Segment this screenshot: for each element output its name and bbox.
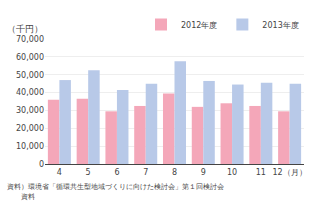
svg-text:6: 6: [114, 168, 119, 177]
svg-text:40,000: 40,000: [16, 88, 44, 97]
svg-text:20,000: 20,000: [16, 124, 44, 133]
svg-text:10,000: 10,000: [16, 142, 44, 151]
svg-text:資料: 資料: [7, 193, 35, 201]
svg-text:2013年度: 2013年度: [262, 21, 298, 30]
svg-text:8: 8: [172, 168, 177, 177]
svg-text:12（月）: 12（月）: [273, 168, 307, 177]
svg-text:2012年度: 2012年度: [181, 21, 217, 30]
svg-text:0: 0: [39, 160, 44, 169]
svg-text:60,000: 60,000: [16, 53, 44, 62]
svg-text:（千円）: （千円）: [7, 24, 43, 34]
svg-text:30,000: 30,000: [16, 106, 44, 115]
svg-text:70,000: 70,000: [16, 35, 44, 44]
svg-text:10: 10: [227, 168, 237, 177]
svg-text:9: 9: [201, 168, 206, 177]
svg-text:資料）環境省「循環共生型地域づくりに向けた検討会」第１回検討: 資料）環境省「循環共生型地域づくりに向けた検討会」第１回検討会: [7, 183, 224, 191]
svg-text:4: 4: [57, 168, 62, 177]
svg-text:11: 11: [256, 168, 266, 177]
svg-text:7: 7: [143, 168, 148, 177]
svg-text:50,000: 50,000: [16, 71, 44, 80]
svg-text:5: 5: [86, 168, 91, 177]
